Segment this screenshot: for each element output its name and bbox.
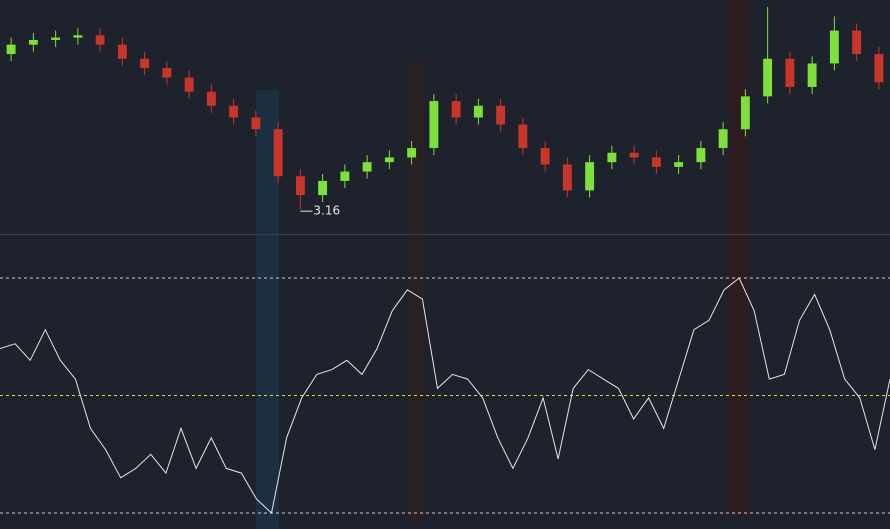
candle-body [874, 54, 884, 83]
candle-body [362, 162, 372, 172]
candle-body [852, 30, 862, 55]
candle-body [718, 129, 728, 149]
candle-body [674, 162, 684, 167]
candle-body [429, 101, 439, 149]
candle-body [95, 35, 105, 45]
candle-body [540, 148, 550, 165]
candle-body [273, 129, 283, 177]
candle-body [518, 124, 528, 149]
candle-body [496, 105, 506, 125]
candle-body [206, 91, 216, 106]
candle-body [807, 63, 817, 87]
candle-body [229, 105, 239, 118]
candle-body [117, 44, 127, 59]
candle-body [696, 148, 706, 163]
candle-body [28, 39, 38, 45]
candle-body [629, 152, 639, 158]
candle-body [451, 101, 461, 118]
candle-body [140, 58, 150, 69]
candle-body [73, 35, 83, 38]
candle-body [651, 157, 661, 167]
highlight-band [729, 0, 748, 516]
annotation-label: 3.16 [313, 204, 340, 218]
candle-body [763, 58, 773, 97]
candle-body [607, 152, 617, 163]
highlight-band [409, 60, 424, 522]
candle-body [340, 171, 350, 181]
candle-body [251, 117, 261, 130]
candle-body [162, 68, 172, 78]
oscillator-line [0, 277, 890, 514]
candle-body [785, 58, 795, 87]
candle-body [6, 44, 16, 55]
candle-body [740, 96, 750, 130]
candle-body [585, 162, 595, 191]
candle-body [51, 37, 61, 40]
candle-body [562, 164, 572, 191]
candle-body [384, 157, 394, 163]
candle-body [407, 148, 417, 158]
candle-body [473, 105, 483, 118]
candle-body [829, 30, 839, 64]
highlight-band [256, 90, 279, 529]
candle-body [318, 180, 328, 196]
candle-body [184, 77, 194, 92]
candle-body [295, 176, 305, 196]
